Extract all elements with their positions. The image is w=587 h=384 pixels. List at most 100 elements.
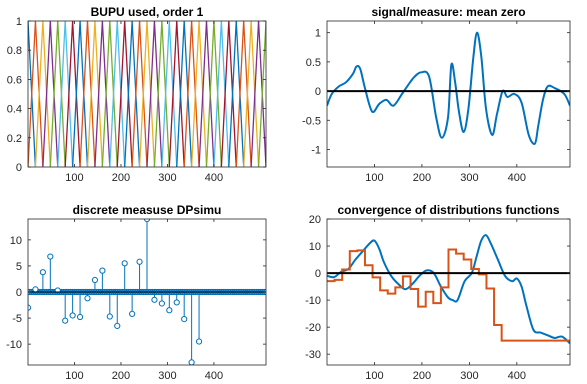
basis-function-line — [198, 21, 215, 167]
chart-title: BUPU used, order 1 — [91, 5, 204, 19]
y-tick-label: -10 — [6, 339, 22, 351]
basis-function-line — [205, 21, 223, 167]
x-tick-label: 400 — [205, 370, 223, 382]
x-tick-label: 200 — [413, 370, 431, 382]
basis-function-line — [161, 21, 178, 167]
stem-marker — [47, 253, 54, 260]
basis-function-line — [57, 21, 74, 167]
basis-function-line — [168, 21, 185, 167]
y-tick-label: 0 — [315, 86, 321, 98]
y-tick-label: 0.2 — [7, 133, 22, 145]
stem-marker — [106, 313, 113, 320]
basis-function-line — [116, 21, 133, 167]
basis-function-line — [183, 21, 200, 167]
stem-marker — [114, 322, 121, 329]
basis-function-line — [243, 21, 260, 167]
y-tick-label: -30 — [305, 349, 321, 361]
stem-marker — [195, 338, 203, 345]
basis-function-line — [86, 21, 104, 167]
chart-title: signal/measure: mean zero — [371, 5, 525, 19]
stem-marker — [151, 296, 158, 303]
chart-title: discrete measuse DPsimu — [73, 203, 222, 217]
y-tick-label: 0 — [16, 287, 22, 299]
y-tick-label: -5 — [12, 313, 22, 325]
y-tick-label: 20 — [309, 214, 321, 226]
basis-function-line — [190, 21, 208, 167]
stem-marker — [84, 295, 91, 302]
x-tick-label: 400 — [205, 172, 223, 184]
y-tick-label: 10 — [10, 235, 22, 247]
basis-function-line — [176, 21, 193, 167]
stem-marker — [62, 317, 69, 324]
basis-function-line — [220, 21, 237, 167]
y-tick-label: -1 — [311, 144, 321, 156]
plot-area — [28, 21, 266, 167]
stem-marker — [188, 359, 195, 365]
stem-marker — [39, 269, 46, 276]
stem-marker — [121, 260, 128, 267]
basis-function-line — [124, 21, 141, 167]
x-tick-label: 200 — [112, 172, 130, 184]
x-tick-label: 100 — [65, 370, 83, 382]
y-tick-label: 0.5 — [306, 57, 321, 69]
stem-marker — [143, 219, 151, 223]
stem-marker — [28, 304, 32, 311]
stem-marker — [99, 267, 106, 274]
basis-function-line — [28, 21, 37, 167]
x-tick-label: 100 — [365, 172, 383, 184]
series-line — [327, 234, 570, 345]
basis-function-line — [109, 21, 126, 167]
y-tick-label: -20 — [305, 322, 321, 334]
chart-bupu: BUPU used, order 1 100 200 300 400 0 0.2 0.4 0.6… — [7, 5, 267, 184]
basis-function-line — [34, 21, 51, 167]
x-tick-label: 300 — [460, 370, 478, 382]
basis-function-line — [131, 21, 148, 167]
y-tick-label: 5 — [16, 261, 22, 273]
basis-function-line — [250, 21, 266, 167]
y-tick-label: 1 — [315, 28, 321, 40]
chart-convergence: convergence of distributions functions 10… — [305, 203, 571, 382]
basis-function-line — [79, 21, 96, 167]
stem-marker — [91, 276, 99, 284]
y-tick-label: 0.8 — [7, 45, 22, 57]
basis-function-line — [28, 21, 44, 167]
basis-function-line — [213, 21, 230, 167]
basis-function-line — [71, 21, 89, 167]
axes-box — [326, 218, 571, 366]
stem-marker — [129, 310, 136, 317]
stem-marker — [76, 313, 84, 321]
axes-box — [326, 20, 571, 168]
x-tick-label: 400 — [508, 172, 526, 184]
basis-function-line — [49, 21, 66, 167]
plot-area — [28, 219, 266, 365]
step-series-line — [327, 248, 570, 342]
y-tick-label: 0 — [315, 268, 321, 280]
basis-function-line — [257, 21, 266, 167]
axes-box — [27, 20, 267, 168]
series-line — [327, 31, 570, 145]
y-tick-label: 10 — [309, 241, 321, 253]
y-tick-label: 0.6 — [7, 74, 22, 86]
basis-function-line — [42, 21, 59, 167]
stem-marker — [173, 299, 180, 306]
x-tick-label: 400 — [508, 370, 526, 382]
x-tick-label: 200 — [413, 172, 431, 184]
chart-signal: signal/measure: mean zero 100 200 300 400 -1 -… — [302, 5, 571, 184]
stem-marker — [32, 286, 39, 293]
stem-marker — [166, 307, 173, 314]
basis-function-line — [146, 21, 163, 167]
plot-area — [327, 31, 570, 145]
x-tick-label: 300 — [460, 172, 478, 184]
x-tick-label: 300 — [158, 172, 176, 184]
x-tick-label: 300 — [158, 370, 176, 382]
basis-function-line — [138, 21, 156, 167]
basis-function-line — [94, 21, 111, 167]
basis-function-line — [235, 21, 252, 167]
basis-function-line — [101, 21, 118, 167]
basis-function-line — [228, 21, 245, 167]
y-tick-label: 0.4 — [7, 104, 22, 116]
stem-marker — [136, 258, 143, 265]
basis-function-line — [153, 21, 170, 167]
